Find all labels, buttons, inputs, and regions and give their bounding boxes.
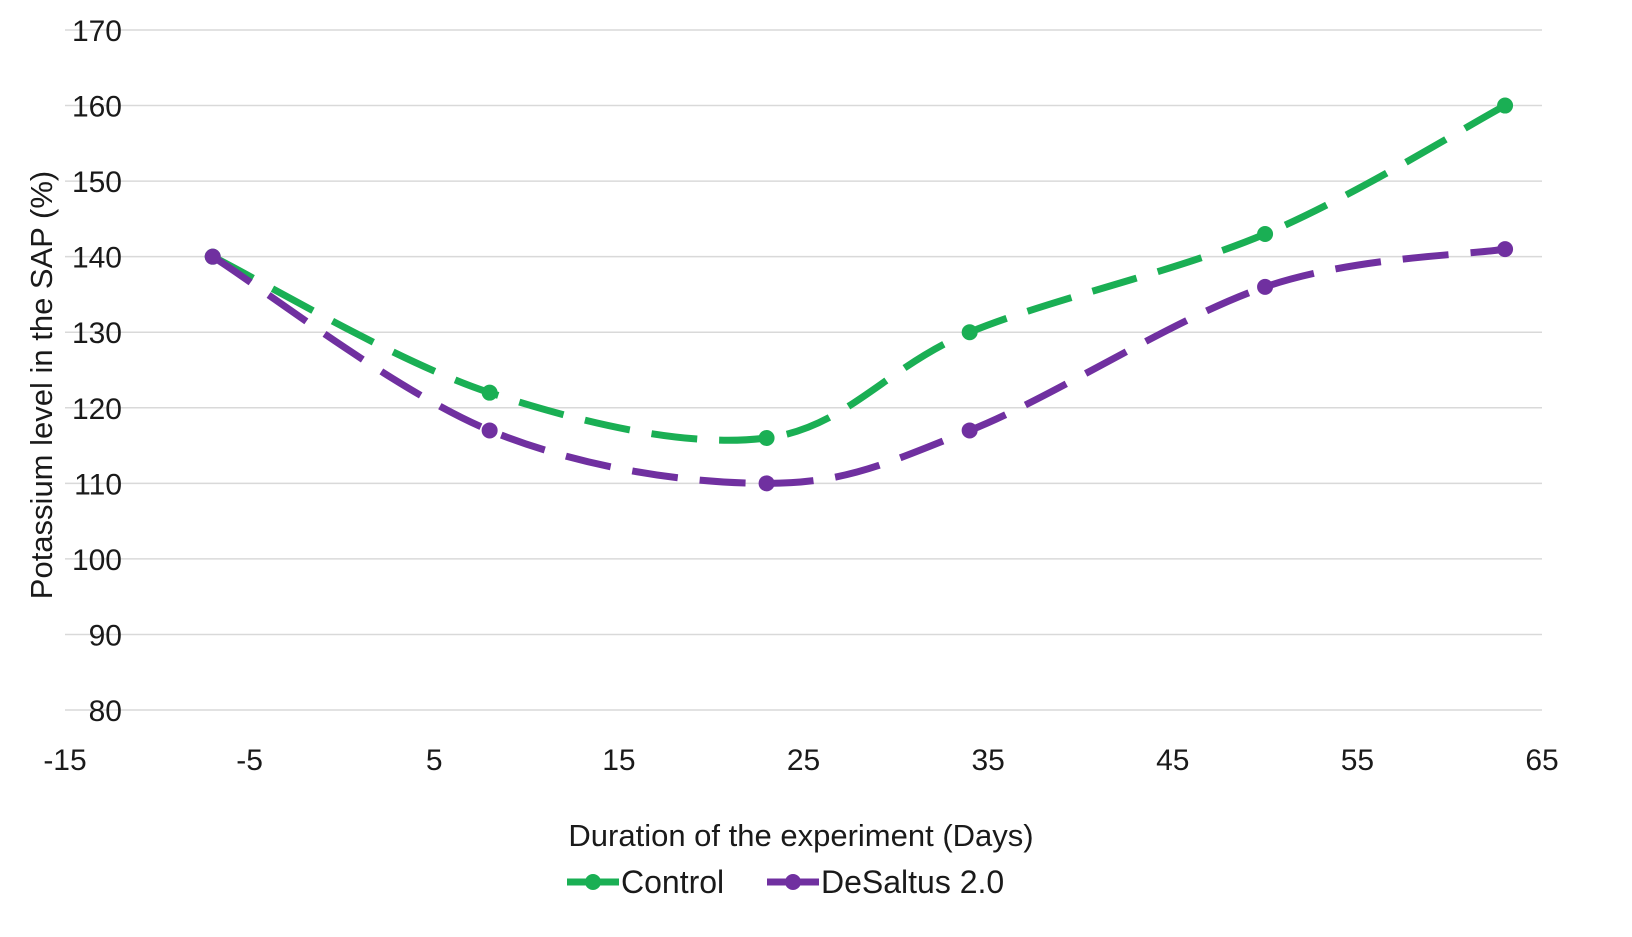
y-tick-label: 160 <box>72 91 122 124</box>
y-tick-label: 110 <box>74 468 122 501</box>
data-point <box>204 248 221 265</box>
x-tick-label: 45 <box>1156 744 1189 777</box>
legend-label: DeSaltus 2.0 <box>821 864 1004 900</box>
data-point <box>758 430 775 446</box>
data-point <box>758 475 775 492</box>
y-axis-title: Potassium level in the SAP (%) <box>24 171 59 599</box>
x-tick-label: 25 <box>787 744 820 777</box>
x-tick-label: 55 <box>1341 744 1374 777</box>
data-point <box>961 324 978 341</box>
y-tick-label: 130 <box>72 317 122 350</box>
data-point <box>1497 97 1514 114</box>
legend-marker <box>785 874 801 890</box>
y-tick-label: 80 <box>89 695 122 728</box>
y-tick-label: 120 <box>72 393 122 426</box>
y-tick-label: 90 <box>89 619 122 652</box>
x-tick-label: -15 <box>43 744 86 777</box>
x-tick-label: 15 <box>602 744 635 777</box>
data-point <box>481 422 498 439</box>
x-tick-label: 35 <box>971 744 1004 777</box>
x-tick-label: -5 <box>236 744 263 777</box>
data-point <box>1497 241 1514 258</box>
x-axis-title: Duration of the experiment (Days) <box>568 818 1033 853</box>
legend: Control DeSaltus 2.0 <box>567 864 1004 900</box>
data-point <box>1257 278 1274 295</box>
legend-marker <box>585 874 601 890</box>
data-point <box>1257 226 1274 242</box>
x-tick-labels: -15 -5 5 15 25 35 45 55 65 <box>43 744 1558 777</box>
legend-label: Control <box>621 864 724 900</box>
data-point <box>481 384 498 401</box>
y-tick-label: 150 <box>72 166 122 199</box>
gridlines <box>65 29 1542 711</box>
y-tick-label: 100 <box>72 544 122 577</box>
y-tick-label: 170 <box>72 15 122 48</box>
y-tick-labels: 80 90 100 110 120 130 140 150 160 170 <box>72 15 122 728</box>
x-tick-label: 65 <box>1525 744 1558 777</box>
x-tick-label: 5 <box>426 744 443 777</box>
series-line-desaltus <box>210 245 1506 487</box>
y-tick-label: 140 <box>72 242 122 275</box>
data-point <box>961 422 978 439</box>
series-line-control <box>211 102 1507 444</box>
series-lines <box>204 97 1514 492</box>
